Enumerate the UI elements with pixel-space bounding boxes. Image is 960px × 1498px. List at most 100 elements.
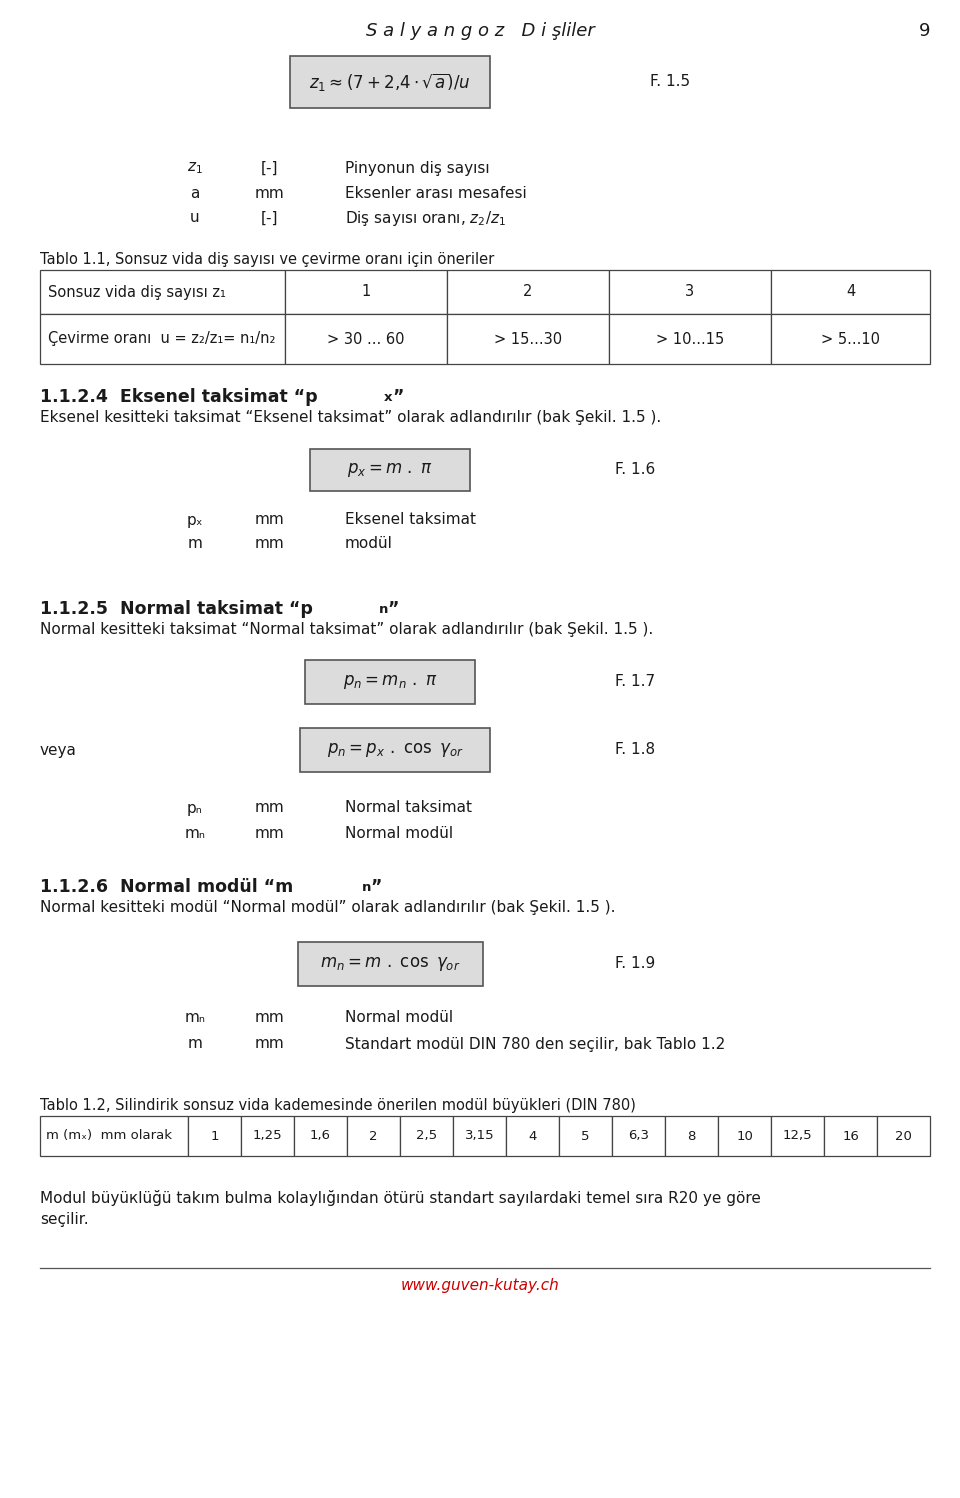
Bar: [188, 1116, 241, 1156]
Text: 1,6: 1,6: [310, 1129, 331, 1143]
Text: 2,5: 2,5: [416, 1129, 437, 1143]
Text: m: m: [187, 1037, 203, 1052]
Text: Normal kesitteki taksimat “Normal taksimat” olarak adlandırılır (bak Şekil. 1.5 : Normal kesitteki taksimat “Normal taksim…: [40, 622, 653, 637]
Bar: [665, 1116, 718, 1156]
Text: n: n: [362, 881, 372, 894]
Text: Sonsuz vida diş sayısı z₁: Sonsuz vida diş sayısı z₁: [48, 285, 226, 300]
Text: 4: 4: [528, 1129, 537, 1143]
Text: mm: mm: [255, 536, 285, 551]
Text: Modul büyüкlüğü takım bulma kolaylığından ötürü standart sayılardaki temel sıra : Modul büyüкlüğü takım bulma kolaylığında…: [40, 1189, 761, 1206]
Text: [-]: [-]: [261, 211, 278, 226]
Text: > 10...15: > 10...15: [656, 331, 724, 346]
FancyBboxPatch shape: [290, 55, 490, 108]
Text: Tablo 1.2, Silindirik sonsuz vida kademesinde önerilen modül büyükleri (DIN 780): Tablo 1.2, Silindirik sonsuz vida kademe…: [40, 1098, 636, 1113]
Text: mm: mm: [255, 1011, 285, 1026]
Bar: [447, 270, 609, 315]
Text: mm: mm: [255, 512, 285, 527]
Text: Diş sayısı oranı, $z_2/z_1$: Diş sayısı oranı, $z_2/z_1$: [345, 208, 506, 228]
Text: $p_n = p_x\ .\ \cos\ \gamma_{or}$: $p_n = p_x\ .\ \cos\ \gamma_{or}$: [326, 742, 464, 759]
Text: Normal modül: Normal modül: [345, 1011, 453, 1026]
Text: 2: 2: [370, 1129, 377, 1143]
Text: Eksenel kesitteki taksimat “Eksenel taksimat” olarak adlandırılır (bak Şekil. 1.: Eksenel kesitteki taksimat “Eksenel taks…: [40, 410, 661, 425]
Text: x: x: [384, 391, 393, 404]
Text: F. 1.7: F. 1.7: [615, 674, 655, 689]
Text: S a l y a n g o z   D i şliler: S a l y a n g o z D i şliler: [366, 22, 594, 40]
Text: Tablo 1.1, Sonsuz vida diş sayısı ve çevirme oranı için öneriler: Tablo 1.1, Sonsuz vida diş sayısı ve çev…: [40, 252, 494, 267]
Text: 3: 3: [685, 285, 695, 300]
Text: Normal modül: Normal modül: [345, 825, 453, 840]
Bar: [40, 270, 285, 315]
FancyBboxPatch shape: [310, 449, 470, 491]
Text: 1.1.2.5  Normal taksimat “p: 1.1.2.5 Normal taksimat “p: [40, 601, 313, 619]
Text: Eksenler arası mesafesi: Eksenler arası mesafesi: [345, 186, 527, 201]
Text: $z_1$: $z_1$: [187, 160, 203, 175]
Text: $m_n = m\ .\ \cos\ \gamma_{or}$: $m_n = m\ .\ \cos\ \gamma_{or}$: [320, 956, 460, 974]
Bar: [241, 1116, 294, 1156]
FancyBboxPatch shape: [305, 661, 475, 704]
Text: 10: 10: [736, 1129, 753, 1143]
Text: a: a: [190, 186, 200, 201]
Text: mₙ: mₙ: [184, 1011, 205, 1026]
Text: modül: modül: [345, 536, 393, 551]
Text: 20: 20: [895, 1129, 912, 1143]
Text: 6,3: 6,3: [628, 1129, 649, 1143]
Text: u: u: [190, 211, 200, 226]
Bar: [877, 1116, 930, 1156]
Text: $z_1 \approx \left(7+2{,}4\cdot\sqrt{a}\right)/u$: $z_1 \approx \left(7+2{,}4\cdot\sqrt{a}\…: [309, 70, 470, 93]
Bar: [453, 1116, 506, 1156]
Text: F. 1.8: F. 1.8: [615, 743, 655, 758]
Bar: [771, 315, 930, 364]
Text: $p_n = m_n\ .\ \pi$: $p_n = m_n\ .\ \pi$: [343, 673, 437, 691]
Text: Normal taksimat: Normal taksimat: [345, 800, 472, 815]
Bar: [447, 315, 609, 364]
Text: Eksenel taksimat: Eksenel taksimat: [345, 512, 476, 527]
Text: seçilir.: seçilir.: [40, 1212, 88, 1227]
FancyBboxPatch shape: [298, 942, 483, 986]
Text: Normal kesitteki modül “Normal modül” olarak adlandırılır (bak Şekil. 1.5 ).: Normal kesitteki modül “Normal modül” ol…: [40, 900, 615, 915]
Text: Standart modül DIN 780 den seçilir, bak Tablo 1.2: Standart modül DIN 780 den seçilir, bak …: [345, 1037, 725, 1052]
Text: 9: 9: [919, 22, 930, 40]
Text: 1,25: 1,25: [252, 1129, 282, 1143]
Text: Pinyonun diş sayısı: Pinyonun diş sayısı: [345, 160, 490, 175]
Bar: [285, 315, 447, 364]
Bar: [40, 1116, 188, 1156]
Bar: [506, 1116, 559, 1156]
Text: F. 1.5: F. 1.5: [650, 75, 690, 90]
Bar: [718, 1116, 771, 1156]
Text: mₙ: mₙ: [184, 825, 205, 840]
Text: 8: 8: [687, 1129, 696, 1143]
Text: 1: 1: [361, 285, 371, 300]
Bar: [824, 1116, 877, 1156]
Bar: [347, 1116, 400, 1156]
Text: mm: mm: [255, 1037, 285, 1052]
Bar: [771, 270, 930, 315]
Text: mm: mm: [255, 800, 285, 815]
Text: m (mₓ)  mm olarak: m (mₓ) mm olarak: [46, 1129, 172, 1143]
Text: ”: ”: [387, 601, 398, 619]
Text: www.guven-kutay.ch: www.guven-kutay.ch: [400, 1278, 560, 1293]
Text: veya: veya: [40, 743, 77, 758]
Text: F. 1.9: F. 1.9: [615, 957, 656, 972]
Text: ”: ”: [370, 878, 381, 896]
Text: 3,15: 3,15: [465, 1129, 494, 1143]
Bar: [294, 1116, 347, 1156]
Text: 1: 1: [210, 1129, 219, 1143]
Bar: [612, 1116, 665, 1156]
Text: 16: 16: [842, 1129, 859, 1143]
Text: > 15...30: > 15...30: [494, 331, 562, 346]
Text: ”: ”: [392, 388, 403, 406]
Bar: [285, 270, 447, 315]
Text: [-]: [-]: [261, 160, 278, 175]
Text: n: n: [379, 604, 389, 616]
Text: pₙ: pₙ: [187, 800, 203, 815]
Text: 4: 4: [846, 285, 855, 300]
Text: 2: 2: [523, 285, 533, 300]
Text: 5: 5: [581, 1129, 589, 1143]
Text: pₓ: pₓ: [187, 512, 204, 527]
Text: > 30 ... 60: > 30 ... 60: [327, 331, 405, 346]
Bar: [609, 315, 771, 364]
Bar: [609, 270, 771, 315]
Text: > 5...10: > 5...10: [821, 331, 880, 346]
Text: $p_x = m\ .\ \pi$: $p_x = m\ .\ \pi$: [347, 461, 433, 479]
Bar: [559, 1116, 612, 1156]
